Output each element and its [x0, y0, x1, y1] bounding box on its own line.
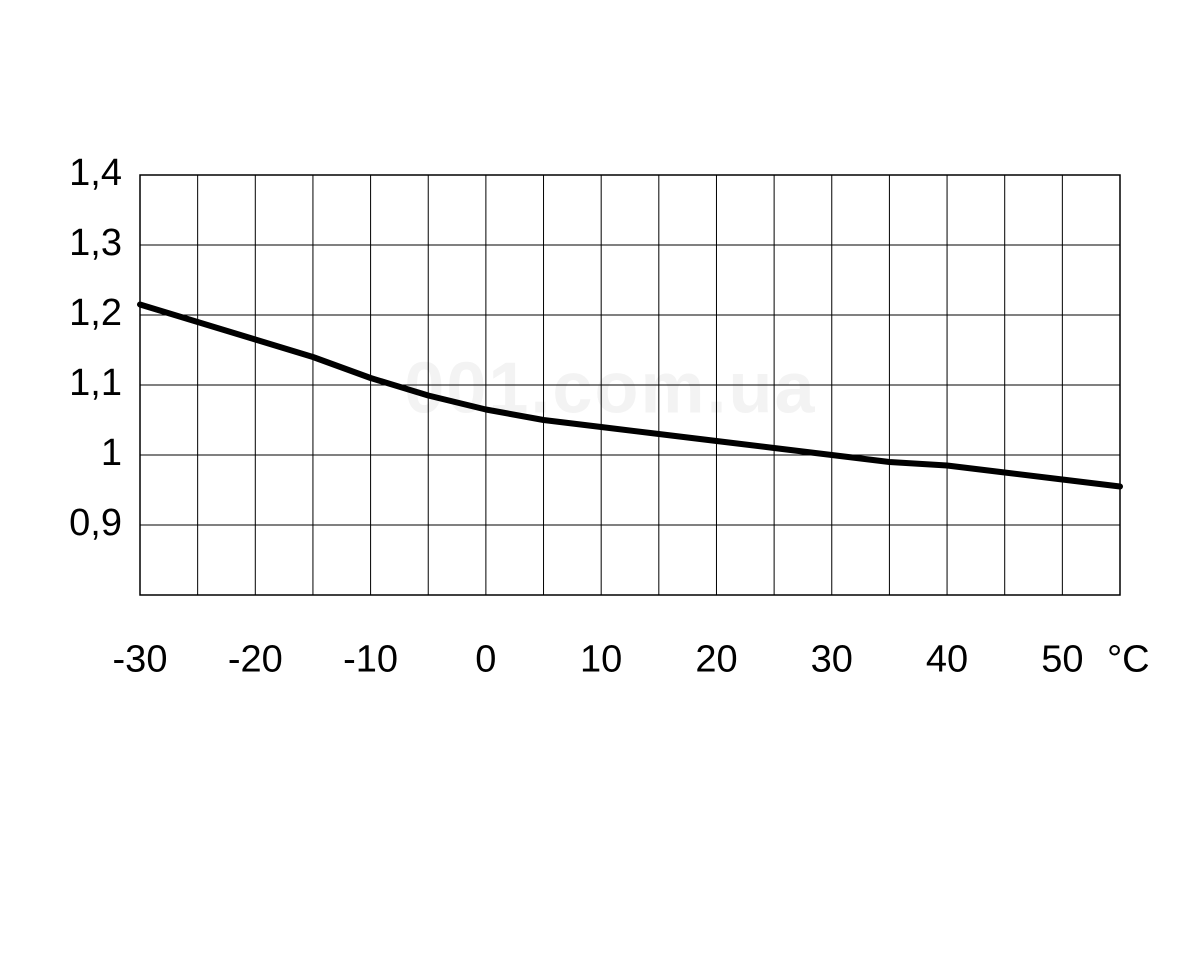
svg-text:30: 30	[811, 638, 853, 680]
svg-text:1,3: 1,3	[69, 222, 122, 264]
svg-text:40: 40	[926, 638, 968, 680]
temperature-derating-chart: 001.com.ua 0,9 1 1,1 1,2 1,3 1,4 -30 -20 -10 0 10 20…	[0, 0, 1200, 960]
svg-text:50: 50	[1041, 638, 1083, 680]
svg-text:1: 1	[101, 432, 122, 474]
svg-text:-10: -10	[343, 638, 398, 680]
chart-container: 001.com.ua 0,9 1 1,1 1,2 1,3 1,4 -30 -20 -10 0 10 20…	[0, 0, 1200, 960]
svg-text:1,1: 1,1	[69, 362, 122, 404]
svg-text:10: 10	[580, 638, 622, 680]
svg-text:20: 20	[695, 638, 737, 680]
svg-text:°C: °C	[1107, 638, 1150, 680]
svg-text:1,2: 1,2	[69, 292, 122, 334]
svg-text:0,9: 0,9	[69, 502, 122, 544]
svg-text:-30: -30	[113, 638, 168, 680]
svg-text:0: 0	[475, 638, 496, 680]
svg-text:001.com.ua: 001.com.ua	[404, 348, 816, 428]
svg-text:-20: -20	[228, 638, 283, 680]
svg-text:1,4: 1,4	[69, 152, 122, 194]
